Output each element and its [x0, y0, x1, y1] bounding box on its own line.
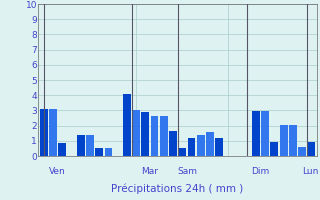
- Bar: [197, 135, 204, 156]
- Bar: [289, 125, 297, 156]
- Bar: [141, 112, 149, 156]
- Bar: [280, 125, 288, 156]
- Bar: [188, 138, 195, 156]
- Bar: [151, 116, 158, 156]
- Bar: [49, 109, 57, 156]
- Bar: [86, 135, 94, 156]
- Text: Lun: Lun: [302, 167, 318, 176]
- Bar: [178, 148, 186, 156]
- Bar: [252, 111, 260, 156]
- Bar: [261, 111, 269, 156]
- Bar: [160, 116, 168, 156]
- Bar: [95, 148, 103, 156]
- Text: Sam: Sam: [178, 167, 197, 176]
- Bar: [105, 148, 112, 156]
- Text: Mar: Mar: [141, 167, 158, 176]
- Bar: [123, 94, 131, 156]
- Bar: [59, 143, 66, 156]
- Bar: [132, 110, 140, 156]
- Text: Précipitations 24h ( mm ): Précipitations 24h ( mm ): [111, 183, 244, 194]
- Bar: [215, 138, 223, 156]
- Bar: [77, 135, 85, 156]
- Bar: [298, 147, 306, 156]
- Text: Ven: Ven: [49, 167, 65, 176]
- Bar: [206, 132, 214, 156]
- Text: Dim: Dim: [251, 167, 269, 176]
- Bar: [40, 109, 48, 156]
- Bar: [307, 142, 315, 156]
- Bar: [270, 142, 278, 156]
- Bar: [169, 131, 177, 156]
